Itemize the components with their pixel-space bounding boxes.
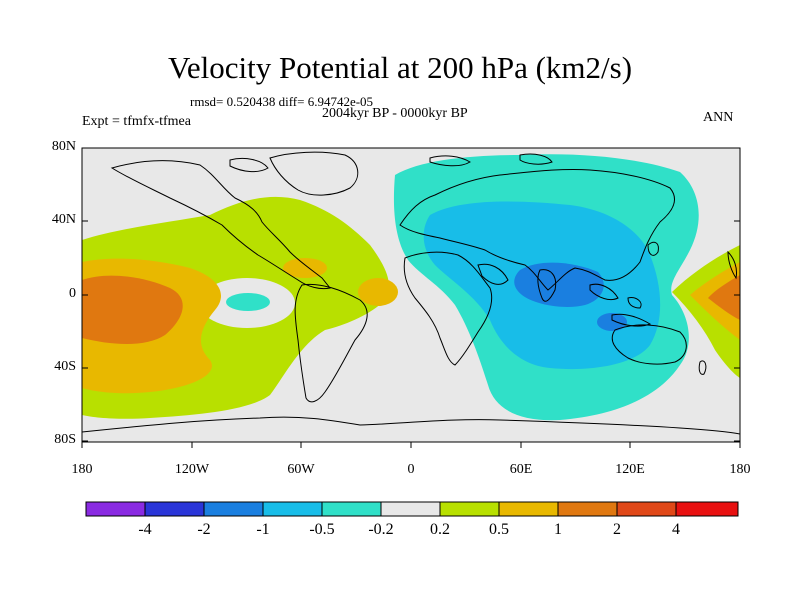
- coastlines: [82, 151, 740, 435]
- experiment-label: Expt = tfmfx-tfmea: [82, 114, 191, 129]
- y-label-40n: 40N: [51, 212, 76, 227]
- contour-field: [82, 148, 740, 442]
- x-label-120e: 120E: [615, 462, 645, 477]
- colorbar-label-8: 1: [554, 521, 562, 538]
- x-label-180w: 180: [71, 462, 93, 477]
- colorbar-swatch-8: [498, 501, 559, 517]
- colorbar-label-7: 0.5: [489, 521, 509, 538]
- y-ticks: [82, 147, 740, 442]
- colorbar-swatch-6: [380, 501, 441, 517]
- y-label-80s: 80S: [54, 432, 76, 447]
- stats-subtitle: rmsd= 0.520438 diff= 6.94742e-05: [190, 94, 374, 109]
- x-label-0: 0: [407, 462, 415, 477]
- colorbar-label-2: -2: [197, 521, 211, 538]
- x-label-120w: 120W: [174, 462, 210, 477]
- y-label-40s: 40S: [54, 359, 76, 374]
- negative-patch-cyan: [226, 293, 270, 311]
- colorbar-swatch-11: [675, 501, 739, 517]
- positive-region-east-edge-1: [708, 275, 740, 320]
- colorbar-swatch-2: [144, 501, 205, 517]
- colorbar-label-6: 0.2: [430, 521, 450, 538]
- colorbar-label-9: 2: [613, 521, 621, 538]
- colorbar-swatch-5: [321, 501, 382, 517]
- positive-patch-east: [358, 278, 398, 306]
- negative-region-1: [514, 262, 604, 307]
- colorbar-label-10: 4: [672, 521, 680, 538]
- negative-patch-indonesia: [597, 313, 627, 331]
- colorbar-swatch-3: [203, 501, 264, 517]
- x-label-180e: 180: [729, 462, 751, 477]
- x-ticks: [81, 442, 741, 448]
- colorbar-label-1: -4: [138, 521, 152, 538]
- colorbar-label-3: -1: [256, 521, 270, 538]
- map-title: Velocity Potential at 200 hPa (km2/s): [167, 50, 633, 85]
- colorbar-swatch-4: [262, 501, 323, 517]
- x-label-60e: 60E: [509, 462, 533, 477]
- colorbar-swatch-7: [439, 501, 500, 517]
- y-label-80n: 80N: [51, 139, 76, 154]
- y-label-0: 0: [69, 286, 76, 301]
- x-label-60w: 60W: [287, 462, 315, 477]
- period-subtitle: 2004kyr BP - 0000kyr BP: [322, 106, 468, 121]
- colorbar: [85, 501, 739, 517]
- colorbar-label-4: -0.5: [309, 521, 335, 538]
- colorbar-swatch-1: [85, 501, 146, 517]
- colorbar-label-5: -0.2: [368, 521, 394, 538]
- colorbar-swatch-9: [557, 501, 618, 517]
- positive-region-1: [82, 275, 183, 344]
- colorbar-swatch-10: [616, 501, 677, 517]
- season-label: ANN: [703, 110, 734, 125]
